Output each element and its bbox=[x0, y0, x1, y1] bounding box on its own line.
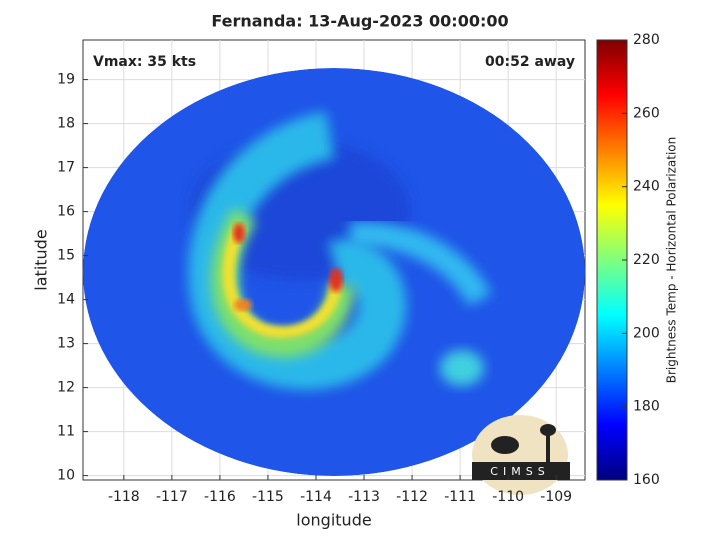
time-annotation: 00:52 away bbox=[485, 54, 575, 70]
colorbar-tick-label: 180 bbox=[633, 399, 660, 415]
colorbar-tick-label: 240 bbox=[633, 179, 660, 195]
x-tick-label: -117 bbox=[156, 489, 188, 505]
y-tick-label: 11 bbox=[57, 424, 75, 440]
x-tick-label: -115 bbox=[252, 489, 284, 505]
y-tick-label: 15 bbox=[57, 248, 75, 264]
colorbar-tick-label: 200 bbox=[633, 325, 660, 341]
y-tick-label: 18 bbox=[57, 116, 75, 132]
colorbar-tick-label: 280 bbox=[633, 32, 660, 48]
y-tick-label: 19 bbox=[57, 72, 75, 88]
satellite-image bbox=[83, 68, 585, 476]
chart-title: Fernanda: 13-Aug-2023 00:00:00 bbox=[211, 12, 508, 31]
y-axis-label: latitude bbox=[32, 229, 51, 290]
y-tick-label: 10 bbox=[57, 468, 75, 484]
colorbar-label: Brightness Temp - Horizontal Polarizatio… bbox=[665, 137, 679, 384]
y-tick-label: 14 bbox=[57, 292, 75, 308]
colorbar-tick-label: 260 bbox=[633, 105, 660, 121]
colorbar-tick-label: 220 bbox=[633, 252, 660, 268]
y-tick-label: 12 bbox=[57, 380, 75, 396]
logo-text: CIMSS bbox=[490, 465, 549, 478]
x-tick-label: -114 bbox=[300, 489, 332, 505]
x-tick-label: -109 bbox=[540, 489, 572, 505]
y-tick-label: 17 bbox=[57, 160, 75, 176]
vmax-annotation: Vmax: 35 kts bbox=[93, 54, 196, 70]
x-tick-label: -110 bbox=[492, 489, 524, 505]
x-tick-label: -112 bbox=[396, 489, 428, 505]
y-tick-label: 16 bbox=[57, 204, 75, 220]
colorbar-tick-label: 160 bbox=[633, 472, 660, 488]
x-tick-label: -118 bbox=[108, 489, 140, 505]
x-axis-label: longitude bbox=[296, 511, 371, 530]
y-tick-label: 13 bbox=[57, 336, 75, 352]
x-tick-label: -116 bbox=[204, 489, 236, 505]
x-tick-label: -111 bbox=[444, 489, 476, 505]
x-tick-label: -113 bbox=[348, 489, 380, 505]
cimss-logo: CIMSS bbox=[472, 415, 570, 495]
